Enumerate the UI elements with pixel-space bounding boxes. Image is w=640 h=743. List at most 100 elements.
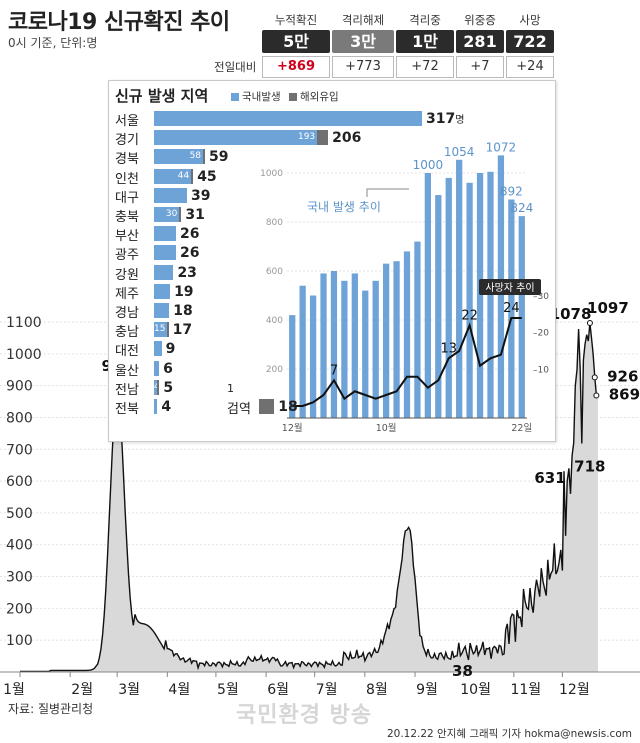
legend-overseas: 해외유입 bbox=[289, 89, 339, 104]
x-tick-label: 7월 bbox=[316, 682, 338, 698]
region-total-number: 6 bbox=[163, 360, 173, 377]
stat-value: 5만1460 bbox=[262, 30, 330, 74]
quarantine-bar bbox=[259, 399, 275, 414]
inset-x-tick: 22일 bbox=[511, 423, 532, 434]
inset-bar bbox=[403, 251, 411, 418]
x-tick-label: 4월 bbox=[168, 682, 190, 698]
annotation-marker bbox=[586, 319, 593, 326]
region-domestic-bar bbox=[154, 399, 158, 414]
inset-bar bbox=[414, 241, 421, 418]
annotation-label: 926 bbox=[607, 367, 638, 385]
region-total-value: 317명 bbox=[426, 112, 464, 128]
annotation-label: 718 bbox=[574, 458, 605, 476]
region-domestic-bar bbox=[154, 130, 318, 146]
region-total-number: 59 bbox=[209, 149, 229, 166]
region-domestic-bar bbox=[154, 245, 176, 261]
inset-line-label: 13 bbox=[440, 341, 457, 356]
stat-label: 격리해제 bbox=[341, 13, 385, 27]
legend-domestic-swatch bbox=[231, 93, 239, 101]
region-overseas-bar bbox=[203, 149, 206, 165]
region-label: 충남 bbox=[115, 325, 139, 341]
stat-value: 3만5928 bbox=[332, 30, 394, 74]
region-domestic-value: 4 bbox=[154, 380, 160, 395]
annotation-marker bbox=[593, 392, 600, 399]
main-chart-axes: 1100 1000 900 800 700 600 500 400 300 200 100 1월 2월 3… bbox=[0, 315, 640, 698]
stat-delta: +869 bbox=[262, 56, 330, 78]
region-label: 울산 bbox=[115, 363, 139, 379]
annotation-label: 1097 bbox=[587, 299, 629, 317]
inset-bar bbox=[372, 280, 379, 418]
annotation-label: 869 bbox=[609, 386, 640, 404]
inset-bar bbox=[445, 177, 452, 418]
region-domestic-value: 30 bbox=[165, 209, 178, 219]
inset-right-tick: –30 bbox=[533, 292, 549, 302]
region-label: 경북 bbox=[115, 152, 139, 168]
region-domestic-bar bbox=[154, 111, 422, 126]
x-tick-label: 5월 bbox=[217, 682, 239, 698]
region-label: 인천 bbox=[115, 171, 139, 187]
y-tick-label: 1100 bbox=[6, 315, 42, 331]
quarantine-total: 18 bbox=[278, 399, 298, 415]
quarantine-label: 검역 bbox=[227, 402, 251, 417]
inset-x-tick: 10월 bbox=[376, 422, 397, 434]
region-total-value: 31 bbox=[185, 208, 204, 223]
stat-delta: +7 bbox=[456, 56, 504, 78]
region-total-value: 18 bbox=[173, 304, 192, 319]
region-total-value: 59 bbox=[209, 150, 228, 165]
region-domestic-bar bbox=[154, 341, 162, 357]
region-domestic-bar bbox=[154, 149, 204, 165]
legend-domestic: 국내발생 bbox=[231, 89, 281, 104]
region-total-value: 4 bbox=[161, 400, 171, 415]
region-total-number: 4 bbox=[161, 399, 172, 415]
y-tick-label: 700 bbox=[6, 442, 33, 458]
region-label: 광주 bbox=[115, 248, 139, 264]
inset-bar bbox=[456, 159, 463, 418]
credit-note: 20.12.22 안지혜 그래픽 기자 hokma@newsis.com bbox=[386, 728, 632, 740]
region-domestic-value: 58 bbox=[189, 151, 202, 162]
stat-delta: +72 bbox=[396, 56, 454, 78]
page-title: 코로나19 신규확진 추이 bbox=[8, 10, 230, 35]
region-total-number: 39 bbox=[190, 187, 211, 204]
region-total-number: 9 bbox=[165, 341, 176, 358]
x-tick-label: 12월 bbox=[559, 682, 590, 698]
delta-label: 전일대비 bbox=[214, 60, 257, 74]
inset-left-tick: 200 bbox=[266, 365, 283, 375]
inset-right-tick: –10 bbox=[533, 365, 549, 375]
x-tick-label: 1월 bbox=[3, 682, 25, 698]
inset-bar bbox=[351, 273, 358, 418]
region-domestic-bar bbox=[154, 283, 171, 299]
inset-bar-series-label: 국내 발생 추이 bbox=[307, 200, 381, 214]
inset-left-tick: 400 bbox=[266, 316, 283, 326]
inset-line-label: 7 bbox=[330, 363, 338, 378]
region-total-number: 317 bbox=[426, 111, 456, 127]
daily-cases-area bbox=[20, 323, 598, 672]
region-domestic-value: 15 bbox=[154, 324, 166, 335]
y-tick-label: 400 bbox=[6, 538, 33, 554]
inset-bar bbox=[508, 199, 515, 418]
region-label: 전남 bbox=[115, 382, 139, 398]
y-tick-label: 500 bbox=[6, 506, 33, 522]
x-tick-label: 10월 bbox=[460, 682, 491, 698]
stat-label: 위중증 bbox=[464, 13, 496, 27]
inset-right-tick: –20 bbox=[533, 329, 549, 339]
stat-label: 격리중 bbox=[409, 13, 441, 27]
inset-bar bbox=[424, 173, 431, 418]
region-domestic-bar bbox=[154, 226, 176, 242]
region-total-number: 206 bbox=[332, 130, 362, 147]
page-subtitle: 0시 기준, 단위:명 bbox=[8, 36, 98, 50]
inset-bar bbox=[362, 290, 369, 418]
stat-label: 사망 bbox=[519, 13, 541, 27]
region-total-value: 26 bbox=[180, 227, 199, 242]
y-tick-label: 800 bbox=[6, 410, 33, 426]
region-total-value: 5 bbox=[163, 380, 173, 396]
y-tick-label: 300 bbox=[6, 570, 33, 586]
inset-x-tick: 12월 bbox=[282, 422, 303, 434]
inset-bar bbox=[299, 285, 306, 418]
region-label: 전북 bbox=[115, 402, 139, 417]
y-tick-label: 600 bbox=[6, 474, 33, 490]
region-domestic-bar bbox=[154, 360, 160, 376]
inset-line-label: 24 bbox=[503, 301, 520, 316]
region-total-number: 31 bbox=[185, 207, 205, 223]
region-total-number: 18 bbox=[173, 303, 193, 319]
